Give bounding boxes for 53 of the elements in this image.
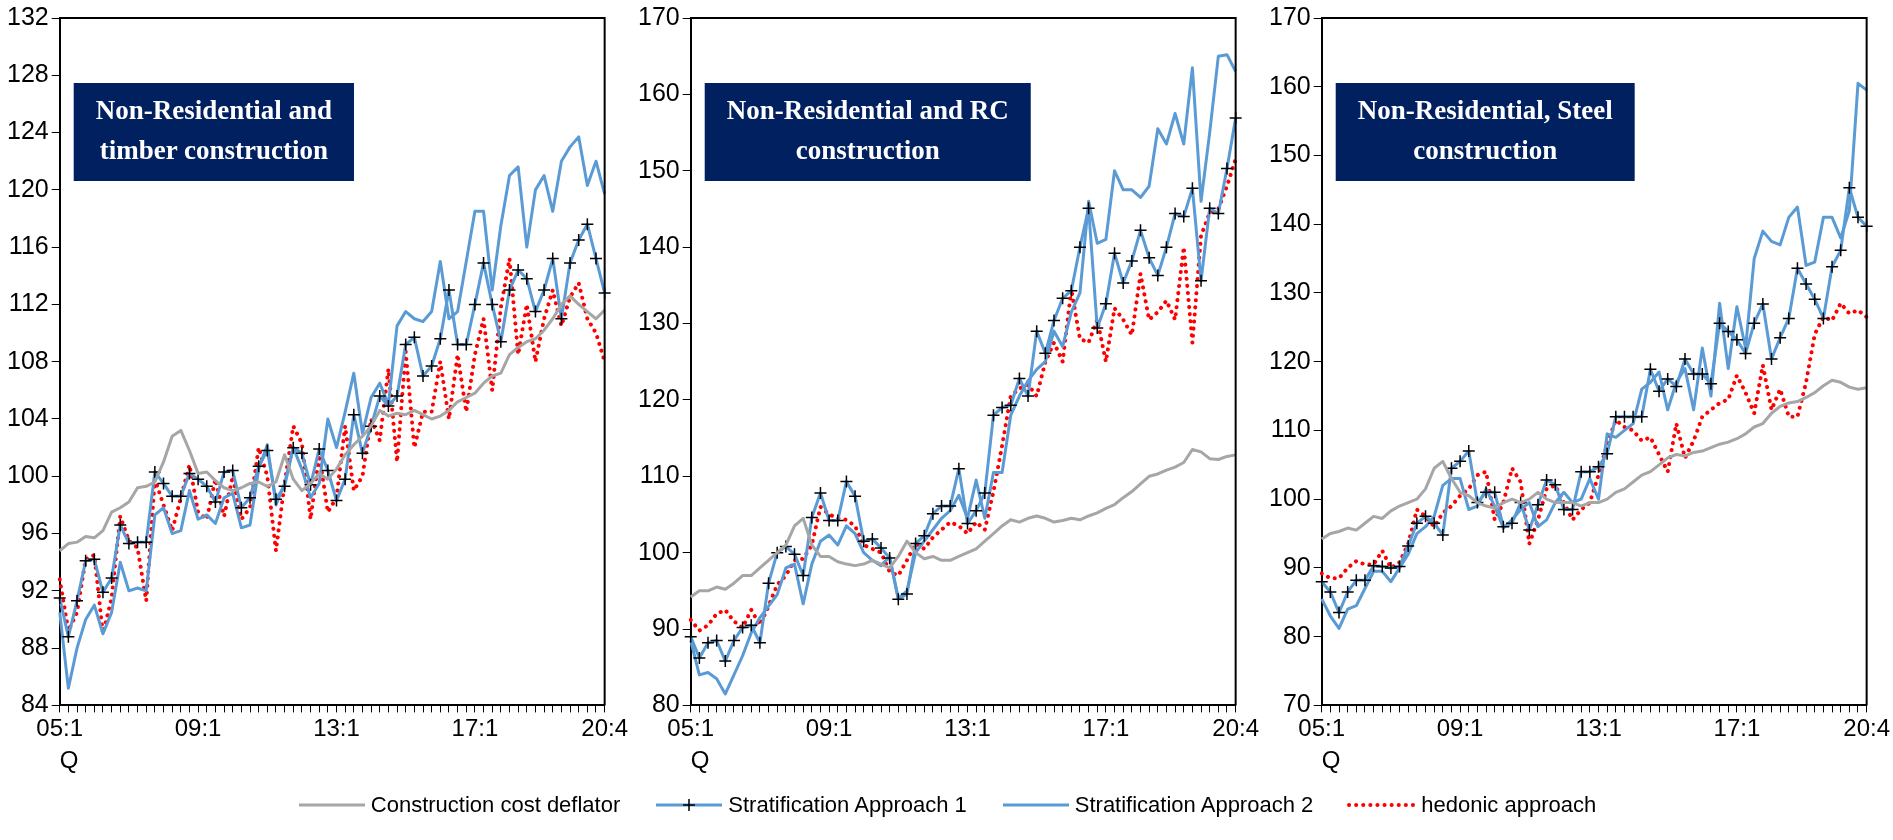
y-tick-label: 90	[1282, 551, 1311, 580]
y-tick-label: 104	[6, 402, 49, 431]
y-tick-label: 170	[1268, 1, 1311, 30]
text: Non-Residential and timber construction	[95, 94, 332, 165]
x-tick-label: 20:4	[1843, 714, 1890, 742]
y-tick-label: 124	[6, 116, 49, 145]
y-tick-label: 140	[637, 231, 680, 260]
y-tick-label: 160	[1268, 70, 1311, 99]
x-tick-label: 13:1	[944, 714, 991, 742]
x-tick-label: 20:4	[1212, 714, 1259, 742]
text: Non-Residential, Steel construction	[1357, 94, 1614, 165]
x-tick-label: 09:1	[174, 714, 222, 742]
y-tick-label: 120	[6, 173, 49, 202]
y-tick-label: 140	[1268, 208, 1311, 237]
y-tick-label: 160	[637, 78, 680, 107]
y-tick-label: 120	[1268, 345, 1311, 374]
y-tick-label: 88	[20, 632, 49, 661]
x-tick-label: 17:1	[451, 714, 499, 742]
y-tick-label: 110	[1270, 414, 1311, 443]
y-tick-label: 112	[8, 288, 49, 317]
legend-label: hedonic approach	[1421, 792, 1597, 818]
y-tick-label: 96	[20, 517, 49, 546]
y-tick-label: 130	[637, 307, 680, 336]
y-tick-label: 120	[637, 383, 680, 412]
y-tick-label: 150	[637, 154, 680, 183]
x-tick-label: 20:4	[581, 714, 628, 742]
y-tick-label: 130	[1268, 276, 1311, 305]
x-tick-label: 17:1	[1713, 714, 1761, 742]
x-axis-title: Q	[690, 746, 710, 774]
x-tick-label: 13:1	[1575, 714, 1622, 742]
y-tick-label: 100	[6, 460, 49, 489]
y-tick-label: 128	[6, 59, 49, 88]
legend-label: Stratification Approach 1	[728, 792, 967, 818]
y-tick-label: 170	[637, 1, 680, 30]
legend-label: Stratification Approach 2	[1074, 792, 1314, 818]
x-tick-label: 09:1	[805, 714, 853, 742]
x-tick-label: 13:1	[313, 714, 360, 742]
x-tick-label: 09:1	[1436, 714, 1484, 742]
x-axis-title: Q	[1321, 746, 1341, 774]
text: Non-Residential and RC construction	[726, 94, 1009, 165]
y-tick-label: 90	[651, 612, 680, 641]
y-tick-label: 92	[20, 574, 49, 603]
y-tick-label: 116	[8, 231, 49, 260]
x-tick-label: 17:1	[1082, 714, 1130, 742]
y-tick-label: 80	[1282, 620, 1311, 649]
y-tick-label: 110	[639, 460, 680, 489]
y-tick-label: 108	[6, 345, 49, 374]
y-tick-label: 100	[637, 536, 680, 565]
x-axis-title: Q	[59, 746, 79, 774]
legend-label: Construction cost deflator	[370, 792, 621, 818]
y-tick-label: 150	[1268, 139, 1311, 168]
y-tick-label: 132	[6, 1, 49, 30]
y-tick-label: 100	[1268, 483, 1311, 512]
